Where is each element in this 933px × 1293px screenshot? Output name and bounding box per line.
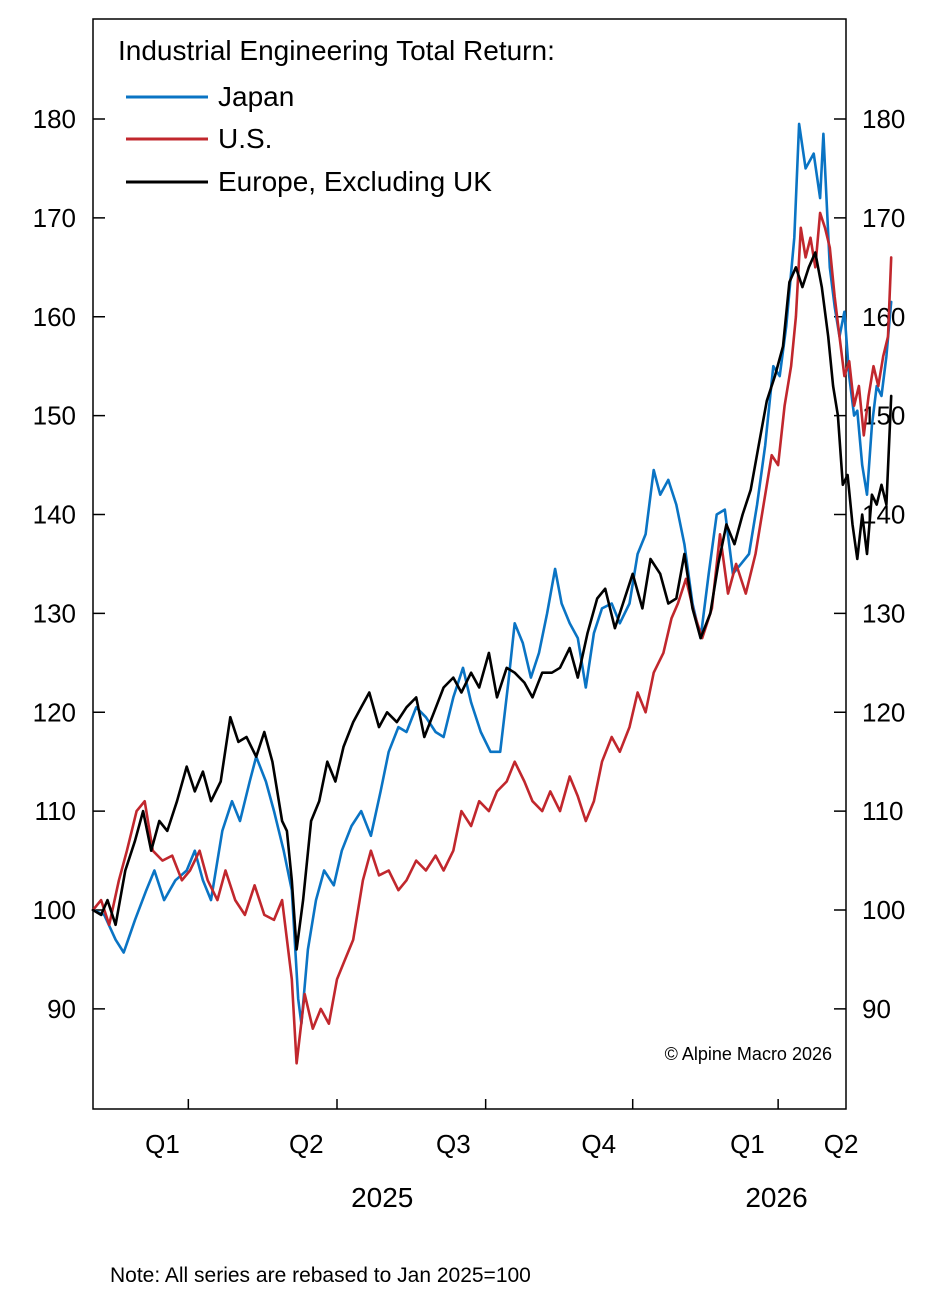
chart-title: Industrial Engineering Total Return:	[118, 35, 555, 66]
y-tick-label-left: 140	[33, 500, 76, 530]
x-quarter-label: Q2	[289, 1129, 324, 1159]
x-year-label: 2025	[351, 1182, 413, 1213]
y-tick-label-right: 160	[862, 302, 905, 332]
series-line-u-s	[91, 211, 893, 1065]
x-year-label: 2026	[745, 1182, 807, 1213]
x-quarter-label: Q3	[436, 1129, 471, 1159]
plot-frame	[92, 18, 847, 1110]
y-tick-label-left: 120	[33, 697, 76, 727]
y-tick-label-right: 120	[862, 697, 905, 727]
footnote: Note: All series are rebased to Jan 2025…	[110, 1264, 531, 1287]
legend-label-japan: Japan	[218, 81, 294, 112]
y-axis-left: 90 100 110 120 130 140 150 160 170 180	[33, 104, 105, 1024]
y-tick-label-left: 180	[33, 104, 76, 134]
y-tick-label-right: 150	[862, 401, 905, 431]
y-tick-label-right: 110	[862, 796, 903, 826]
y-tick-label-right: 90	[862, 994, 891, 1024]
copyright-notice: © Alpine Macro 2026	[665, 1044, 832, 1064]
y-tick-label-right: 130	[862, 598, 905, 628]
x-quarter-label: Q1	[145, 1129, 180, 1159]
y-tick-label-left: 160	[33, 302, 76, 332]
series-line-europe-excluding-uk	[91, 251, 893, 951]
series-layer	[91, 122, 893, 1065]
legend-label-us: U.S.	[218, 123, 272, 154]
y-tick-label-left: 100	[33, 895, 76, 925]
y-tick-label-right: 100	[862, 895, 905, 925]
y-tick-label-left: 170	[33, 203, 76, 233]
y-tick-label-right: 170	[862, 203, 905, 233]
y-tick-label-right: 180	[862, 104, 905, 134]
x-quarter-label: Q4	[581, 1129, 616, 1159]
y-tick-label-left: 130	[33, 598, 76, 628]
legend-label-europe: Europe, Excluding UK	[218, 166, 492, 197]
y-tick-label-left: 90	[47, 994, 76, 1024]
x-axis: Q1 Q2 Q3 Q4 Q1 Q2 2025 2026	[145, 1099, 858, 1213]
series-line-japan	[91, 122, 893, 1025]
y-tick-label-left: 150	[33, 401, 76, 431]
x-quarter-label: Q1	[730, 1129, 765, 1159]
y-tick-label-left: 110	[35, 796, 76, 826]
x-quarter-label: Q2	[824, 1129, 859, 1159]
legend: Industrial Engineering Total Return: Jap…	[118, 35, 555, 197]
